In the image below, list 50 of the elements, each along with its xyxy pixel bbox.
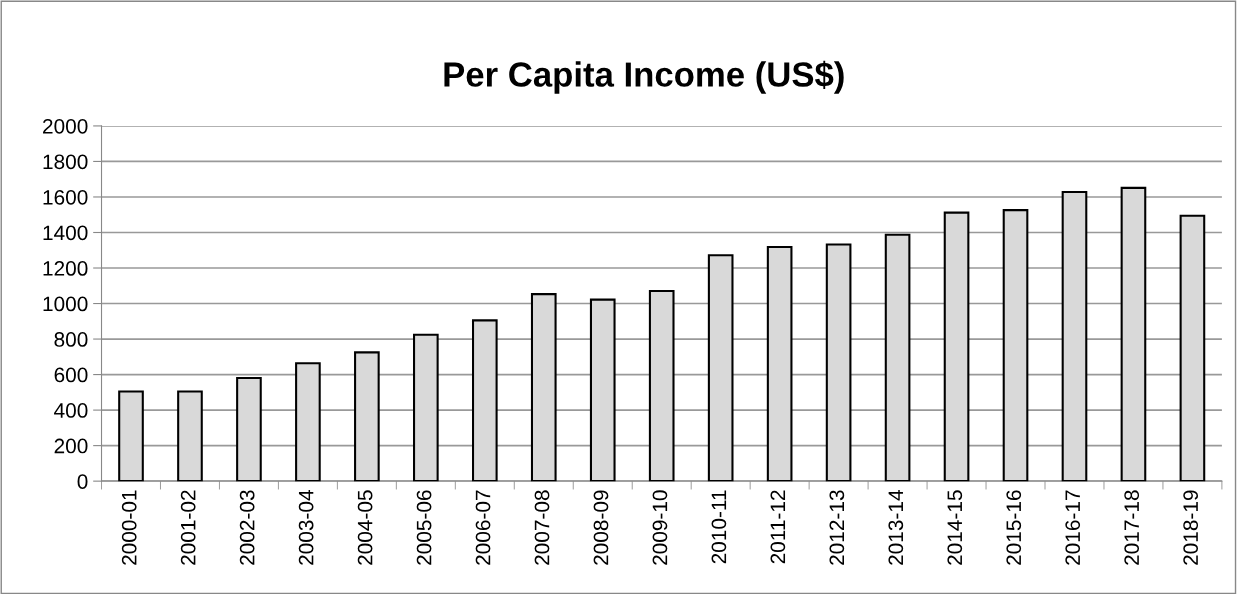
- bar: [1002, 209, 1029, 482]
- bar: [766, 246, 793, 482]
- chart-title: Per Capita Income (US$): [444, 60, 844, 94]
- bar: [413, 333, 439, 482]
- y-tick-label: 600: [54, 367, 88, 383]
- x-tick-label: 2007-08: [534, 490, 550, 565]
- y-tick-label: 1800: [43, 154, 88, 170]
- bar: [589, 298, 616, 482]
- x-tick-label: 2003-04: [298, 490, 314, 565]
- x-tick-label: 2014-15: [947, 490, 963, 565]
- x-tick-label: 2016-17: [1065, 490, 1081, 565]
- y-tick-label: 1200: [43, 261, 88, 276]
- x-tick-label: 2018-19: [1183, 490, 1199, 565]
- bar: [295, 362, 321, 482]
- bar: [648, 289, 675, 482]
- y-tick-label: 1000: [43, 296, 88, 312]
- x-tick-label: 2010-11: [711, 490, 727, 564]
- y-tick-label: 1400: [43, 225, 88, 241]
- bar: [707, 254, 734, 482]
- x-tick-label: 2000-01: [121, 490, 137, 565]
- y-tick-label: 800: [54, 332, 88, 347]
- x-tick-label: 2017-18: [1124, 490, 1140, 565]
- x-tick-label: 2009-10: [652, 490, 668, 565]
- bar: [118, 390, 144, 482]
- y-tick-label: 2000: [43, 118, 88, 134]
- x-tick-label: 2006-07: [475, 490, 491, 565]
- bar: [1061, 190, 1088, 482]
- x-tick-label: 2013-14: [888, 490, 904, 565]
- x-tick-label: 2008-09: [593, 490, 609, 565]
- x-tick-label: 2015-16: [1006, 490, 1022, 565]
- bar: [1120, 186, 1147, 482]
- bar: [177, 390, 203, 482]
- x-tick-label: 2004-05: [357, 490, 373, 565]
- bar: [471, 319, 498, 482]
- bar: [1179, 214, 1206, 482]
- bar: [943, 211, 970, 482]
- bar: [825, 243, 852, 482]
- x-tick-label: 2012-13: [829, 490, 845, 565]
- y-tick-label: 200: [54, 438, 88, 454]
- bar: [530, 293, 557, 482]
- bar: [354, 351, 380, 482]
- y-tick-label: 1600: [43, 189, 88, 205]
- bar: [236, 376, 262, 482]
- y-tick-label: 0: [77, 474, 88, 489]
- x-tick-label: 2011-12: [770, 490, 786, 564]
- x-tick-label: 2005-06: [416, 490, 432, 565]
- y-tick-label: 400: [54, 403, 88, 418]
- x-tick-label: 2001-02: [180, 490, 196, 565]
- x-tick-label: 2002-03: [239, 490, 255, 565]
- bar: [884, 233, 911, 482]
